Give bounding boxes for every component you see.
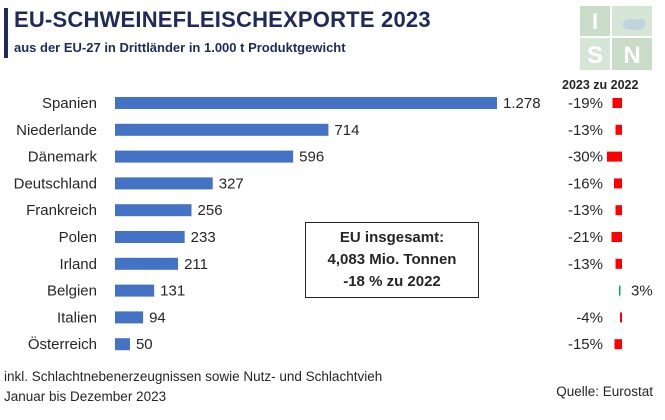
isn-logo-icon: I S N bbox=[574, 2, 658, 74]
category-label: Deutschland bbox=[14, 175, 97, 192]
category-label: Frankreich bbox=[26, 202, 97, 219]
change-bar bbox=[615, 205, 622, 216]
change-label: -19% bbox=[568, 95, 603, 112]
change-bar bbox=[614, 339, 622, 350]
footnote: inkl. Schlachtnebenerzeugnissen sowie Nu… bbox=[4, 367, 382, 407]
category-label: Niederlande bbox=[16, 122, 97, 139]
eu-total-infobox: EU insgesamt: 4,083 Mio. Tonnen -18 % zu… bbox=[305, 222, 479, 298]
bar bbox=[115, 311, 144, 324]
source-note: Quelle: Eurostat bbox=[556, 384, 653, 399]
category-label: Dänemark bbox=[28, 149, 98, 166]
bar bbox=[115, 284, 155, 297]
bar bbox=[115, 177, 213, 190]
bar bbox=[115, 231, 185, 243]
change-bar bbox=[619, 285, 621, 296]
svg-text:S: S bbox=[587, 42, 603, 69]
value-label: 211 bbox=[184, 256, 208, 273]
bar bbox=[115, 97, 497, 109]
change-label: 3% bbox=[631, 283, 653, 300]
bar bbox=[115, 150, 294, 163]
footnote-line-1: inkl. Schlachtnebenerzeugnissen sowie Nu… bbox=[4, 369, 383, 384]
change-label: -13% bbox=[568, 122, 603, 139]
value-label: 256 bbox=[198, 202, 223, 219]
change-label: -13% bbox=[568, 256, 603, 273]
bar bbox=[115, 204, 192, 217]
change-bar bbox=[614, 178, 622, 189]
svg-text:I: I bbox=[592, 9, 598, 34]
change-bar bbox=[620, 312, 622, 323]
value-label: 327 bbox=[219, 175, 244, 192]
change-bar bbox=[612, 98, 622, 108]
change-label: -16% bbox=[568, 175, 603, 192]
change-label: -15% bbox=[568, 336, 603, 353]
change-label: -21% bbox=[568, 229, 603, 246]
change-bar bbox=[607, 151, 622, 162]
category-label: Spanien bbox=[42, 95, 97, 112]
footnote-line-2: Januar bis Dezember 2023 bbox=[4, 389, 167, 404]
chart-subtitle: aus der EU-27 in Drittländer in 1.000 t … bbox=[14, 40, 346, 55]
change-label: -13% bbox=[568, 202, 603, 219]
bar bbox=[115, 338, 130, 351]
value-label: 94 bbox=[149, 309, 166, 326]
change-label: -4% bbox=[576, 309, 603, 326]
title-accent-bar bbox=[4, 8, 8, 58]
infobox-line-1: EU insgesamt: bbox=[339, 229, 445, 246]
change-column-header: 2023 zu 2022 bbox=[562, 78, 639, 92]
change-label: -30% bbox=[568, 149, 603, 166]
category-label: Österreich bbox=[28, 335, 97, 353]
value-label: 596 bbox=[299, 149, 324, 166]
category-label: Belgien bbox=[47, 283, 97, 300]
infobox-line-3: -18 % zu 2022 bbox=[343, 273, 441, 290]
value-label: 131 bbox=[160, 283, 185, 300]
bar bbox=[115, 123, 329, 136]
change-bar bbox=[615, 258, 622, 269]
category-label: Irland bbox=[59, 256, 97, 273]
category-label: Italien bbox=[57, 309, 97, 326]
chart-title: EU-SCHWEINEFLEISCHEXPORTE 2023 bbox=[14, 7, 431, 32]
infobox-line-2: 4,083 Mio. Tonnen bbox=[327, 251, 457, 268]
value-label: 50 bbox=[136, 336, 153, 353]
bar bbox=[115, 257, 179, 270]
value-label: 233 bbox=[191, 229, 216, 246]
change-bar bbox=[615, 124, 622, 135]
svg-text:N: N bbox=[623, 42, 640, 69]
value-label: 1.278 bbox=[503, 95, 541, 112]
category-label: Polen bbox=[59, 229, 97, 246]
change-bar bbox=[611, 232, 622, 242]
value-label: 714 bbox=[334, 122, 359, 139]
